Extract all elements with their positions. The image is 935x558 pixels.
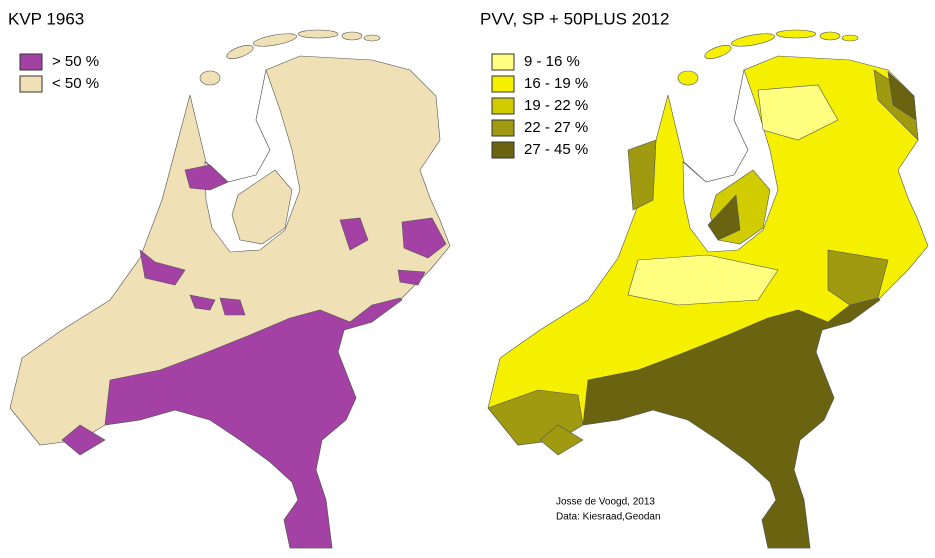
- legend-swatch: [19, 75, 43, 93]
- legend-label: 22 - 27 %: [524, 119, 588, 136]
- legend-label: 16 - 19 %: [524, 75, 588, 92]
- credit-line: Josse de Voogd, 2013: [556, 497, 655, 508]
- legend-label: 27 - 45 %: [524, 141, 588, 158]
- legend-label: 9 - 16 %: [524, 53, 580, 70]
- map-title: PVV, SP + 50PLUS 2012: [480, 9, 670, 28]
- labels: KVP 1963 > 50 % < 50 % PVV, SP + 50PLUS 201…: [8, 9, 670, 522]
- credit-line: Data: Kiesraad,Geodan: [556, 512, 661, 523]
- legend-swatch: [491, 119, 515, 137]
- map-kvp-1963: [9, 29, 451, 549]
- legend-label: 19 - 22 %: [524, 97, 588, 114]
- legend-swatch: [19, 53, 43, 71]
- legend-label: < 50 %: [52, 75, 99, 92]
- legend-swatch: [491, 97, 515, 115]
- legend-swatch: [491, 53, 515, 71]
- legend-swatch: [491, 75, 515, 93]
- legend-label: > 50 %: [52, 53, 99, 70]
- map-pvv-sp-50plus-2012: [487, 29, 929, 549]
- map-title: KVP 1963: [8, 9, 84, 28]
- legend-swatch: [491, 141, 515, 159]
